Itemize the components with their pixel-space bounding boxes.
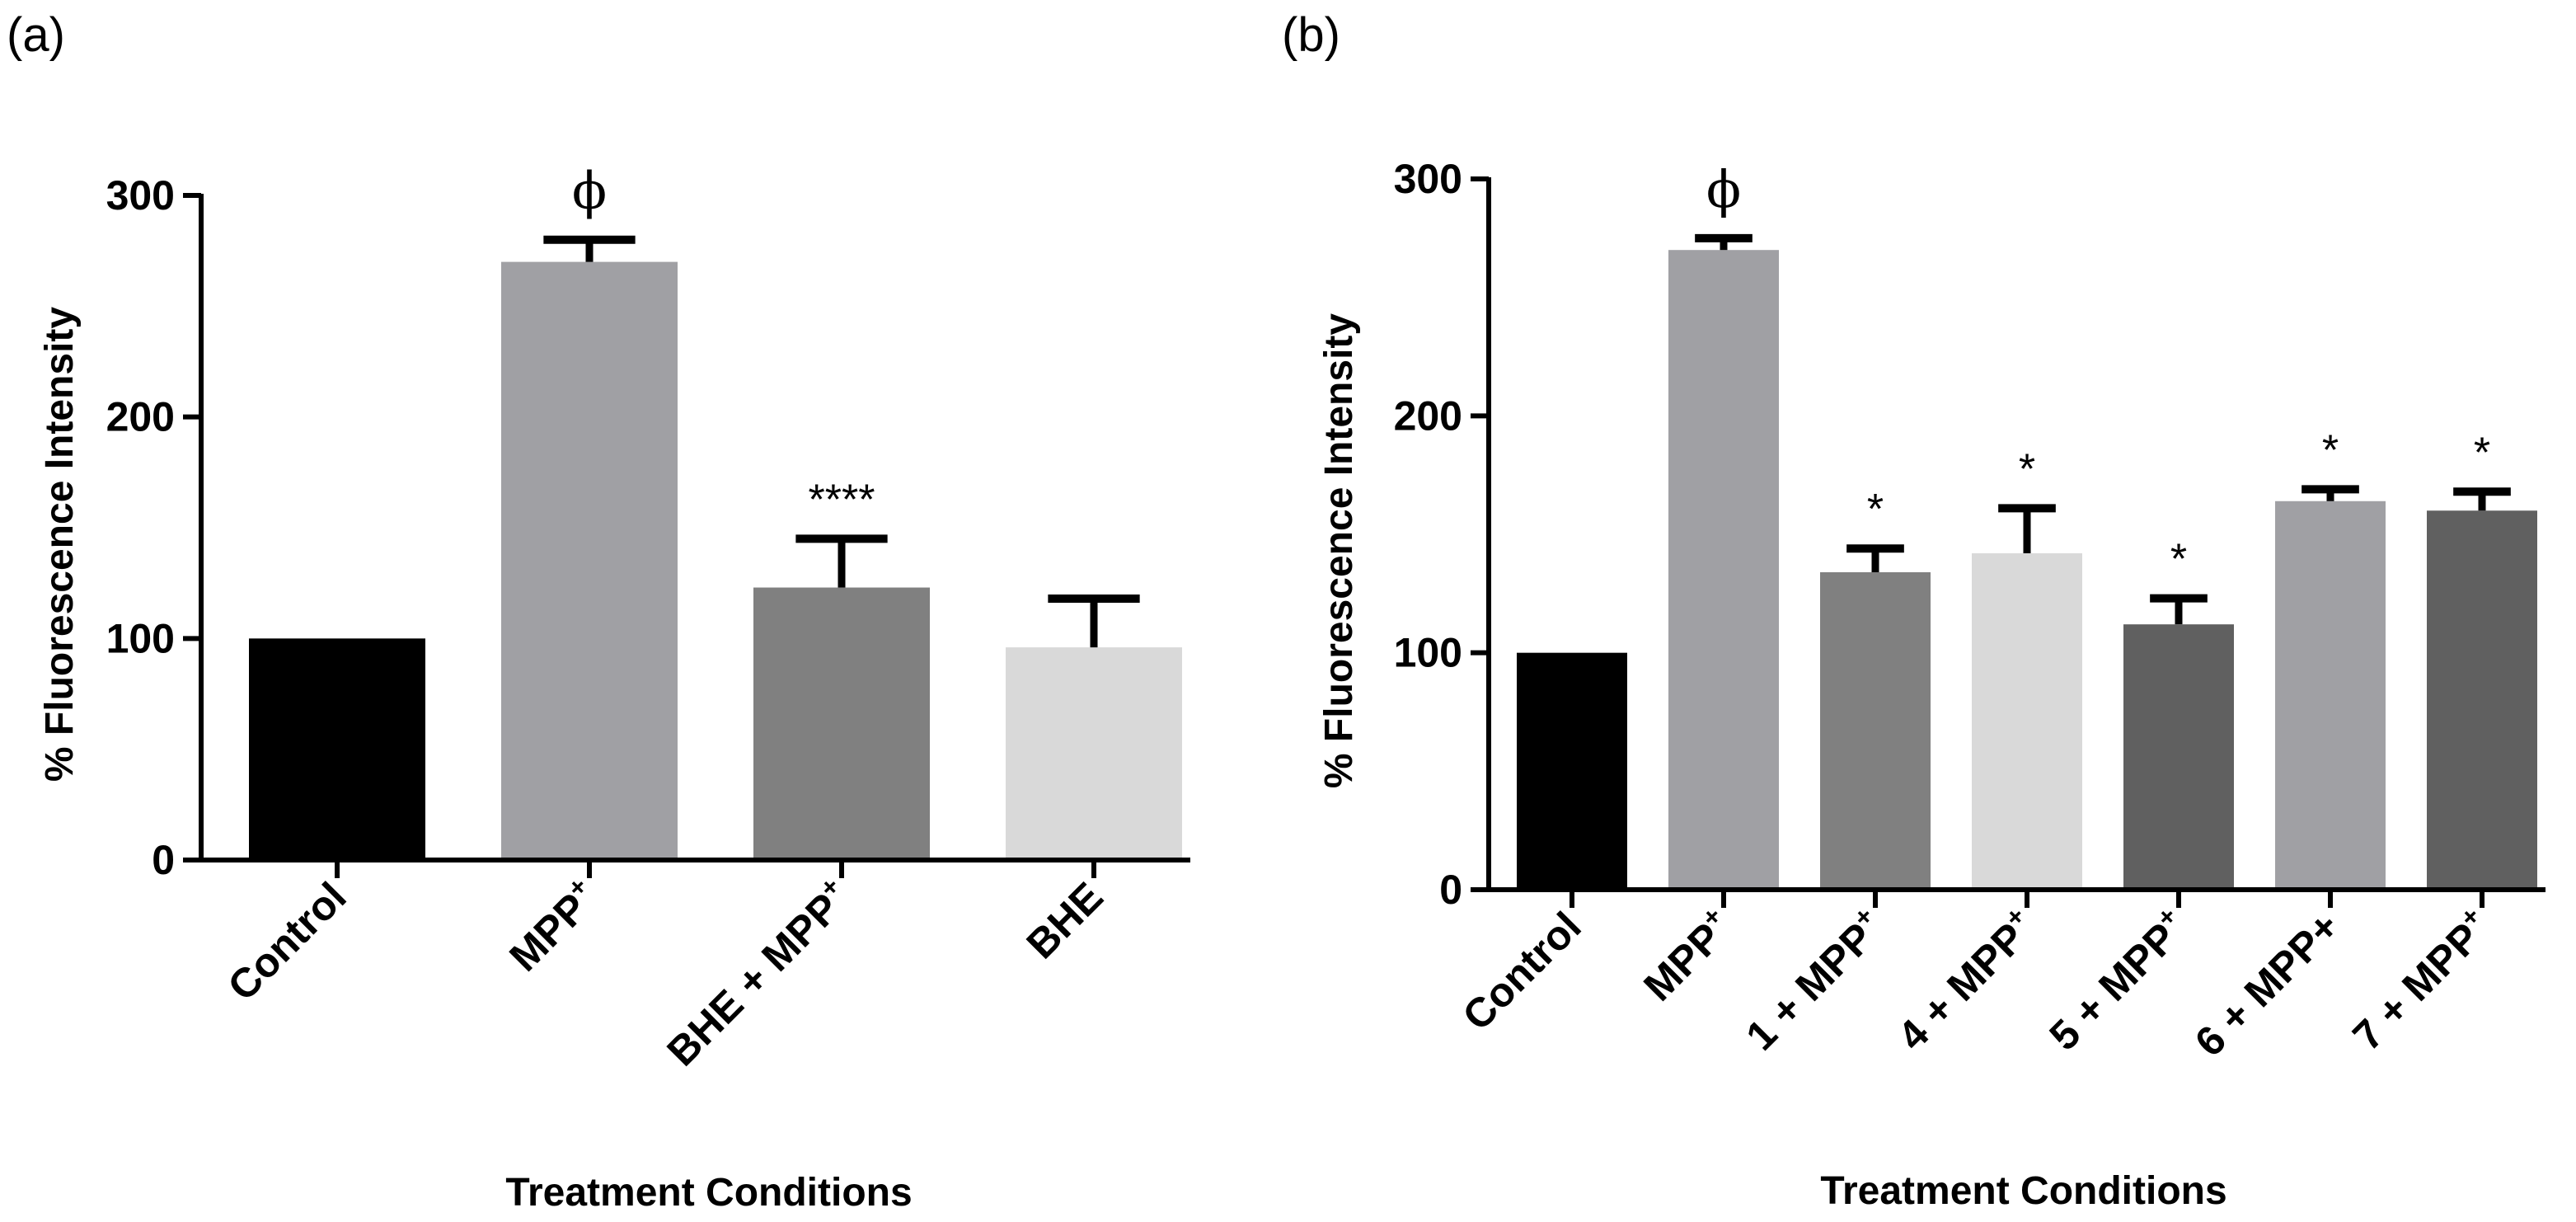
chart-panel-b: (b) ϕ * * * * * 0 100 200 300 Control MPP+ 1 + MPP+ 4 … — [1282, 8, 2546, 1213]
annotation-b-6: * — [2474, 429, 2490, 477]
bar-b-6 — [2427, 510, 2537, 890]
y-tick-label-a-1: 100 — [106, 615, 175, 661]
annotation-b-5: * — [2322, 426, 2339, 474]
x-tick-label-b-5: 6 + MPP+ — [2186, 903, 2348, 1065]
x-axis-title-b: Treatment Conditions — [1820, 1169, 2226, 1213]
bar-a-1 — [501, 261, 678, 861]
bar-b-4 — [2123, 624, 2234, 890]
bar-a-2 — [753, 587, 930, 860]
x-tick-label-b-1: MPP+ — [1633, 900, 1742, 1009]
annotation-b-2: * — [1867, 486, 1884, 533]
bar-b-0 — [1517, 652, 1627, 890]
bar-b-5 — [2275, 501, 2386, 890]
y-tick-label-a-3: 300 — [106, 172, 175, 219]
y-tick-label-b-1: 100 — [1394, 630, 1462, 676]
panel-label-a: (a) — [7, 8, 65, 62]
y-axis-title-a: % Fluorescence Intensity — [38, 307, 82, 782]
x-tick-label-a-1: MPP+ — [499, 871, 608, 980]
annotation-b-1: ϕ — [1706, 159, 1741, 219]
x-tick-label-b-0: Control — [1454, 903, 1590, 1039]
x-tick-label-b-3: 4 + MPP+ — [1887, 900, 2045, 1059]
annotation-a-2: **** — [809, 476, 875, 524]
panel-label-b: (b) — [1282, 8, 1340, 62]
bar-b-1 — [1668, 250, 1779, 890]
bar-b-2 — [1820, 571, 1931, 890]
bar-a-3 — [1006, 647, 1182, 860]
x-tick-label-a-0: Control — [219, 873, 355, 1009]
annotation-a-1: ϕ — [572, 161, 607, 221]
y-axis-title-b: % Fluorescence Intensity — [1317, 313, 1361, 788]
x-tick-label-b-6: 7 + MPP+ — [2342, 900, 2500, 1059]
y-tick-label-a-0: 0 — [152, 837, 175, 883]
x-tick-label-a-3: BHE — [1018, 873, 1112, 967]
y-tick-label-a-2: 200 — [106, 394, 175, 440]
y-tick-label-b-2: 200 — [1394, 392, 1462, 439]
x-tick-label-b-4: 5 + MPP+ — [2039, 900, 2197, 1059]
annotation-b-3: * — [2019, 445, 2035, 493]
y-tick-label-b-3: 300 — [1394, 156, 1462, 202]
annotation-b-4: * — [2170, 536, 2187, 584]
y-tick-label-b-0: 0 — [1439, 867, 1462, 913]
x-axis-title-a: Treatment Conditions — [505, 1171, 912, 1215]
bar-a-0 — [249, 638, 425, 860]
bar-b-3 — [1972, 552, 2082, 890]
chart-panel-a: (a) ϕ **** 0 100 200 300 Control MPP+ BHE + MPP+ B… — [7, 8, 1190, 1215]
x-tick-label-b-2: 1 + MPP+ — [1735, 900, 1893, 1059]
x-tick-label-a-2: BHE + MPP+ — [656, 871, 860, 1074]
